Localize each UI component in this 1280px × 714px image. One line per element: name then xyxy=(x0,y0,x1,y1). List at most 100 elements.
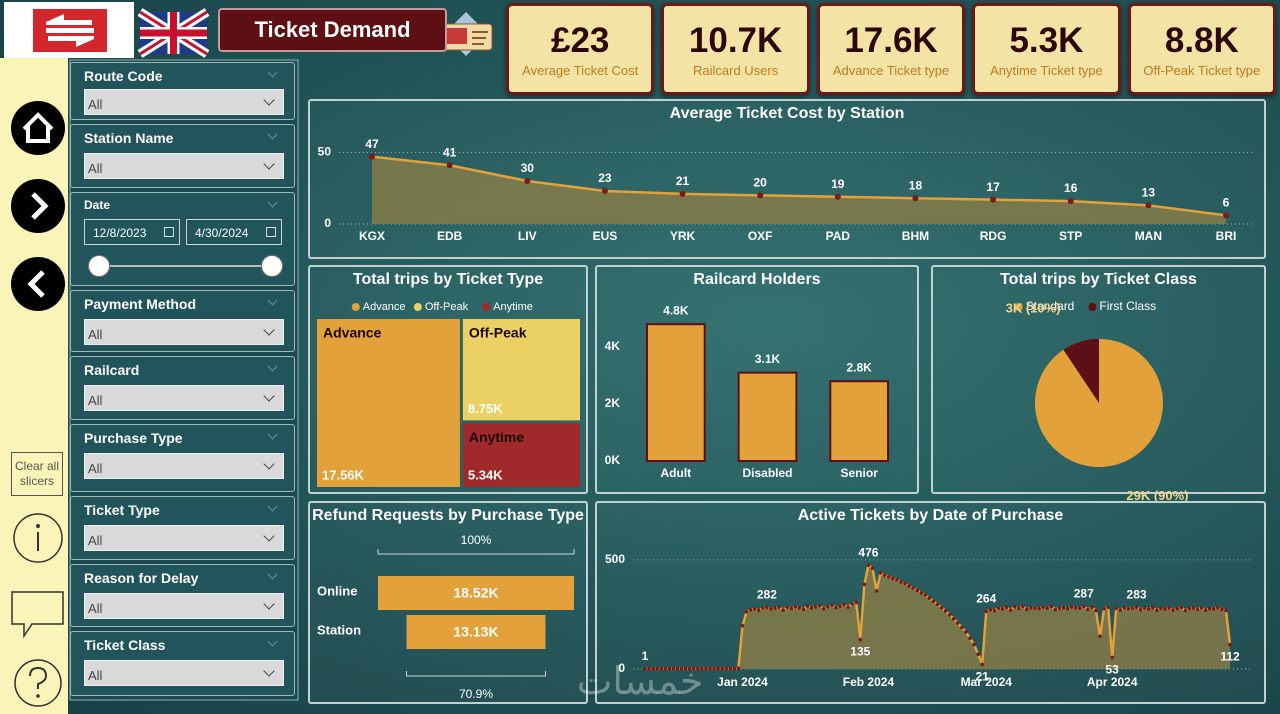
point xyxy=(1155,608,1159,613)
home-button[interactable] xyxy=(11,101,65,155)
date-end[interactable]: 4/30/2024 xyxy=(186,219,282,245)
legend-label: Advance xyxy=(363,301,406,313)
point xyxy=(911,586,915,590)
slider-knob[interactable] xyxy=(261,255,283,277)
clear-slicers-button[interactable]: Clear all slicers xyxy=(11,452,63,496)
point xyxy=(1171,608,1175,612)
dropdown[interactable]: All xyxy=(84,453,284,479)
chart-title: Total trips by Ticket Type xyxy=(353,271,543,288)
point xyxy=(984,609,989,614)
point xyxy=(1086,607,1090,612)
point xyxy=(446,162,453,169)
chart-panel xyxy=(595,501,1266,704)
chat-button[interactable] xyxy=(11,591,64,639)
legend-label: First Class xyxy=(1099,299,1156,313)
treemap-tile xyxy=(462,423,580,487)
slicer-title: Railcard xyxy=(84,362,140,378)
dropdown[interactable]: All xyxy=(84,385,284,411)
point xyxy=(947,613,952,617)
point xyxy=(716,666,720,671)
kpi-card: 8.8K Off-Peak Ticket type xyxy=(1127,3,1277,95)
funnel-top-label: 100% xyxy=(461,533,492,547)
point xyxy=(1053,607,1058,612)
point xyxy=(675,666,680,671)
dropdown[interactable]: All xyxy=(84,153,284,179)
slider-knob[interactable] xyxy=(88,255,110,277)
help-button[interactable] xyxy=(14,659,62,707)
point xyxy=(781,608,785,612)
data-label: 476 xyxy=(858,545,878,559)
point xyxy=(1199,605,1204,610)
point xyxy=(1203,608,1208,612)
point xyxy=(679,666,684,671)
point xyxy=(601,188,608,195)
data-label: 287 xyxy=(1074,587,1094,601)
point xyxy=(1008,608,1013,612)
point xyxy=(1012,605,1017,609)
dropdown[interactable]: All xyxy=(84,89,284,115)
date-start[interactable]: 12/8/2023 xyxy=(84,219,180,245)
point xyxy=(687,666,692,671)
slicer-title: Ticket Type xyxy=(84,502,160,518)
data-label: 135 xyxy=(850,645,870,659)
point xyxy=(980,662,984,667)
point xyxy=(1179,605,1184,610)
dropdown[interactable]: All xyxy=(84,593,284,619)
point xyxy=(870,566,875,570)
x-tick-label: KGX xyxy=(359,229,385,243)
point xyxy=(923,593,928,597)
category-label: Station xyxy=(317,622,361,637)
kpi-card: 10.7K Railcard Users xyxy=(661,3,810,95)
dropdown[interactable]: All xyxy=(84,319,284,345)
slider-track xyxy=(99,265,271,267)
slicer: Payment Method All xyxy=(70,290,295,352)
point xyxy=(813,605,818,609)
chart-panel xyxy=(308,501,588,704)
point xyxy=(838,604,842,608)
point xyxy=(736,666,741,670)
point xyxy=(1021,604,1025,609)
dropdown[interactable]: All xyxy=(84,660,284,686)
point xyxy=(882,573,887,577)
dropdown-value: All xyxy=(88,601,103,616)
kpi-value: 17.6K xyxy=(844,20,938,60)
slicer-title: Station Name xyxy=(84,130,174,146)
dropdown-value: All xyxy=(88,533,103,548)
point xyxy=(1134,605,1139,610)
next-button[interactable] xyxy=(11,179,65,233)
data-label: 23 xyxy=(598,171,612,185)
point xyxy=(1224,608,1228,613)
point xyxy=(1094,608,1098,613)
point xyxy=(691,666,696,671)
point xyxy=(821,606,826,611)
point xyxy=(801,607,806,612)
point xyxy=(777,605,781,609)
data-label: 41 xyxy=(443,145,457,159)
back-button[interactable] xyxy=(11,257,65,311)
point xyxy=(1016,606,1021,611)
category-label: Online xyxy=(317,583,357,598)
point xyxy=(1207,606,1212,611)
point xyxy=(809,606,814,610)
point xyxy=(659,666,664,671)
data-label: 112 xyxy=(1220,650,1240,664)
slicer: Ticket Type All xyxy=(70,496,295,560)
x-tick-label: LIV xyxy=(518,229,537,243)
info-button[interactable] xyxy=(13,513,63,563)
kpi-value: £23 xyxy=(551,20,610,60)
x-tick-label: Adult xyxy=(661,466,692,480)
point xyxy=(1057,606,1062,610)
data-label: 29K (90%) xyxy=(1126,488,1188,503)
dropdown[interactable]: All xyxy=(84,525,284,551)
x-tick-label: RDG xyxy=(980,229,1007,243)
point xyxy=(700,666,704,671)
kpi-value: 5.3K xyxy=(1009,20,1084,60)
point xyxy=(939,605,944,610)
point xyxy=(891,576,895,581)
point xyxy=(720,666,724,671)
point xyxy=(1090,605,1094,610)
point xyxy=(752,606,757,611)
logo-arrows xyxy=(46,14,94,47)
data-label: 2.8K xyxy=(846,360,872,374)
x-tick-label: PAD xyxy=(826,229,851,243)
